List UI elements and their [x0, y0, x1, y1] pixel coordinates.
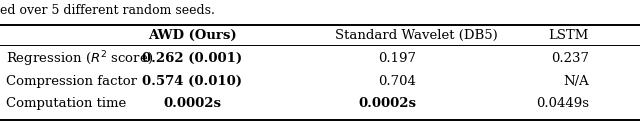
Text: Computation time: Computation time [6, 97, 127, 110]
Text: ed over 5 different random seeds.: ed over 5 different random seeds. [0, 4, 215, 17]
Text: LSTM: LSTM [548, 29, 589, 42]
Text: 0.0002s: 0.0002s [358, 97, 416, 110]
Text: Standard Wavelet (DB5): Standard Wavelet (DB5) [335, 29, 497, 42]
Text: 0.237: 0.237 [551, 52, 589, 65]
Text: 0.0002s: 0.0002s [163, 97, 221, 110]
Text: 0.574 (0.010): 0.574 (0.010) [142, 75, 242, 88]
Text: AWD (Ours): AWD (Ours) [148, 29, 236, 42]
Text: Compression factor: Compression factor [6, 75, 138, 88]
Text: 0.197: 0.197 [378, 52, 416, 65]
Text: 0.0449s: 0.0449s [536, 97, 589, 110]
Text: 0.262 (0.001): 0.262 (0.001) [142, 52, 242, 65]
Text: Regression ($R^2$ score): Regression ($R^2$ score) [6, 49, 154, 69]
Text: 0.704: 0.704 [378, 75, 416, 88]
Text: N/A: N/A [563, 75, 589, 88]
